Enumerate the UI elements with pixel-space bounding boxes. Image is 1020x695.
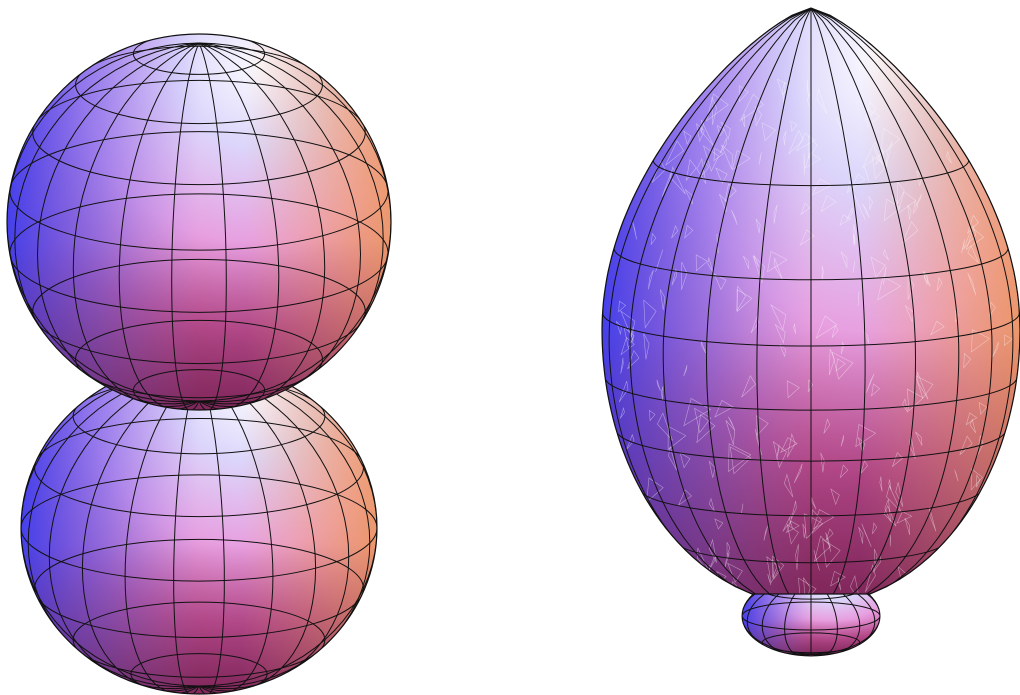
egg-body [601, 7, 1020, 595]
egg-surface [601, 7, 1020, 657]
egg-facets [616, 78, 1013, 594]
small-lower-lobe [741, 575, 881, 657]
two-lobe-surface [6, 33, 392, 695]
lower-lobe-mesh [21, 362, 377, 694]
lower-lobe [20, 361, 378, 695]
upper-lobe [6, 33, 392, 411]
